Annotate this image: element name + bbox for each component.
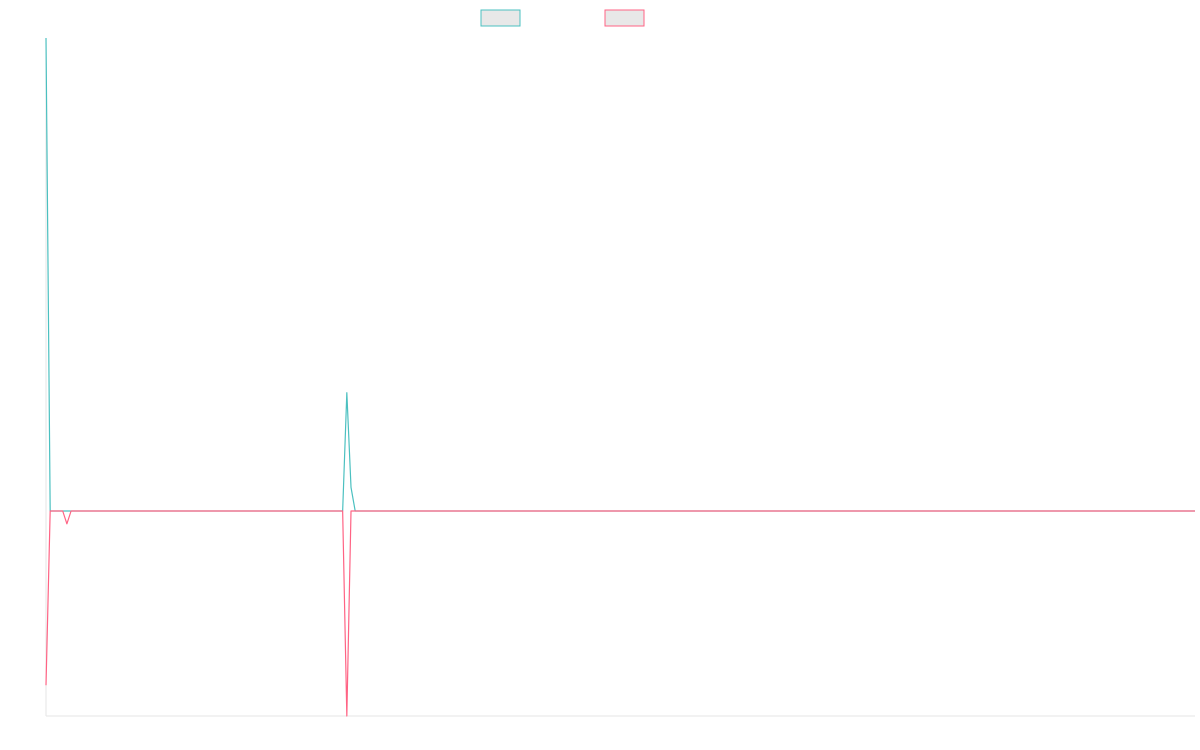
legend[interactable]	[480, 9, 645, 27]
series-layer	[45, 37, 1195, 717]
axes	[45, 38, 1195, 717]
series-line-1[interactable]	[45, 37, 1195, 512]
series-line-2[interactable]	[45, 510, 1195, 717]
legend-swatch-2[interactable]	[604, 9, 645, 27]
legend-item-1[interactable]	[480, 9, 521, 27]
legend-swatch-1[interactable]	[480, 9, 521, 27]
legend-item-2[interactable]	[604, 9, 645, 27]
